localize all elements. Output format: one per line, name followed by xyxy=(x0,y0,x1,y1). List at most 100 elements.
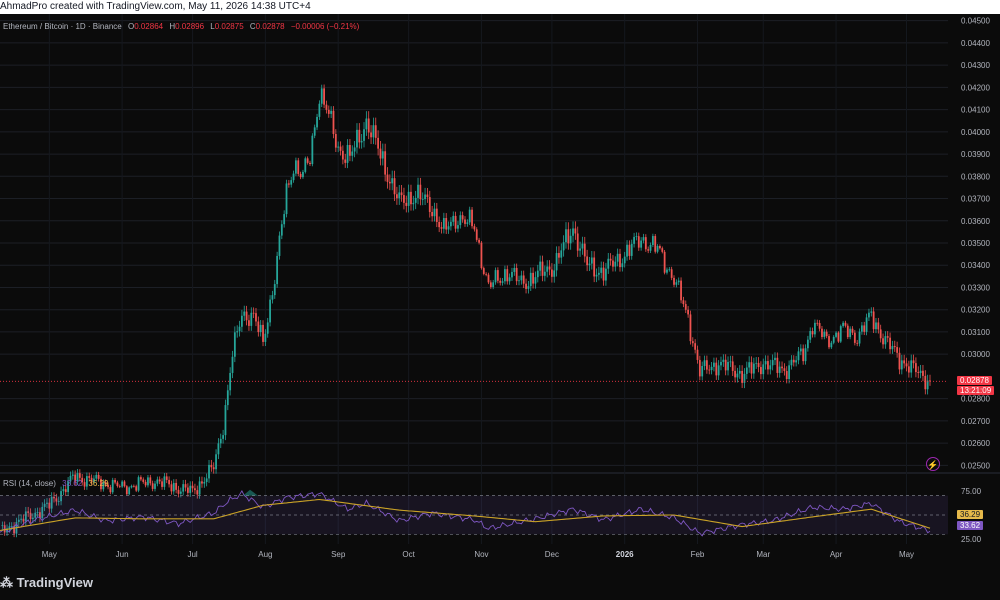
chart-canvas[interactable]: 0.04500 0.04400 0.04300 0.04200 0.04100 0.040… xyxy=(0,14,1000,572)
candle-body xyxy=(201,481,203,484)
candle-body xyxy=(325,104,328,110)
candle-body xyxy=(832,336,835,343)
candle-body xyxy=(828,336,830,348)
rsi-axis-label: 25.00 xyxy=(961,535,982,544)
candle-body xyxy=(304,158,307,172)
candle-body xyxy=(727,361,729,371)
price-axis-label: 0.04000 xyxy=(961,128,990,137)
candle-body xyxy=(97,474,100,479)
candle-body xyxy=(356,129,358,148)
rsi-line xyxy=(0,489,931,537)
candle-body xyxy=(74,474,77,482)
symbol-name[interactable]: Ethereum / Bitcoin · 1D · Binance xyxy=(3,22,122,31)
candle-body xyxy=(673,277,675,285)
candle-body xyxy=(149,477,152,484)
candle-body xyxy=(29,512,32,520)
candle-body xyxy=(506,269,509,282)
candle-body xyxy=(140,477,142,480)
time-axis-label: Jul xyxy=(187,550,197,559)
candle-body xyxy=(748,362,751,368)
candle-body xyxy=(384,151,387,175)
candle-body xyxy=(182,484,185,492)
candle-body xyxy=(792,359,795,363)
candle-body xyxy=(752,363,755,374)
candle-body xyxy=(809,331,812,340)
candle-body xyxy=(259,324,262,333)
candle-body xyxy=(34,512,37,518)
rsi-label[interactable]: RSI (14, close) xyxy=(3,479,56,488)
candle-body xyxy=(581,243,584,249)
candle-body xyxy=(104,482,107,485)
price-axis-label: 0.03700 xyxy=(961,195,990,204)
symbol-legend: Ethereum / Bitcoin · 1D · Binance O0.028… xyxy=(3,22,359,31)
candle-body xyxy=(666,269,668,273)
candle-body xyxy=(43,503,46,507)
candle-body xyxy=(835,332,837,337)
candle-body xyxy=(750,362,753,374)
candle-body xyxy=(628,244,631,256)
candle-body xyxy=(107,484,109,488)
time-axis-label: Mar xyxy=(756,550,770,559)
candle-body xyxy=(269,299,271,323)
candle-body xyxy=(161,481,163,487)
candle-body xyxy=(534,277,537,284)
candle-body xyxy=(240,315,243,327)
high-value: 0.02896 xyxy=(175,22,205,31)
tradingview-logo[interactable]: ⁂ TradingView xyxy=(0,575,93,591)
chart-area[interactable]: 0.04500 0.04400 0.04300 0.04200 0.04100 0.040… xyxy=(0,14,1000,572)
candle-body xyxy=(520,275,523,281)
lightning-icon[interactable]: ⚡ xyxy=(926,457,940,471)
candle-body xyxy=(186,487,189,493)
candle-body xyxy=(661,248,664,252)
rsi-value-tag: 33.62 xyxy=(957,521,984,530)
candle-body xyxy=(346,144,349,163)
candle-body xyxy=(179,491,182,494)
candle-body xyxy=(163,476,166,487)
candle-body xyxy=(198,481,201,495)
candle-body xyxy=(238,326,241,332)
time-axis-label: Dec xyxy=(545,550,559,559)
candle-body xyxy=(39,512,41,519)
candle-body xyxy=(191,485,194,489)
candle-body xyxy=(447,226,450,230)
candle-body xyxy=(403,195,405,203)
candle-body xyxy=(565,229,567,243)
candle-body xyxy=(633,236,635,244)
candle-body xyxy=(860,325,863,332)
candle-body xyxy=(330,110,333,114)
candle-body xyxy=(590,257,593,264)
candle-body xyxy=(511,271,513,278)
rsi-value: 33.62 xyxy=(62,479,83,488)
candle-body xyxy=(114,479,116,483)
candle-body xyxy=(583,243,586,257)
candle-body xyxy=(907,366,910,373)
candle-body xyxy=(125,486,128,495)
candle-body xyxy=(663,251,666,273)
candle-body xyxy=(297,160,300,174)
candle-body xyxy=(377,137,380,149)
candle-body xyxy=(896,347,899,353)
candle-body xyxy=(572,228,574,236)
candle-body xyxy=(738,370,741,374)
candle-body xyxy=(55,498,58,502)
candle-body xyxy=(529,272,532,287)
candle-body xyxy=(891,346,894,350)
candle-body xyxy=(550,269,553,277)
candle-body xyxy=(522,275,525,284)
candle-body xyxy=(724,359,727,371)
price-axis-label: 0.04200 xyxy=(961,83,990,92)
candle-body xyxy=(471,209,473,227)
candle-body xyxy=(875,322,877,330)
candle-body xyxy=(332,110,335,134)
candle-body xyxy=(156,479,159,484)
candle-body xyxy=(363,129,365,141)
candle-body xyxy=(635,236,638,238)
candle-body xyxy=(797,351,800,361)
candle-body xyxy=(644,237,647,250)
candle-body xyxy=(24,511,27,522)
candle-body xyxy=(851,328,854,333)
candle-body xyxy=(513,267,516,272)
candle-body xyxy=(783,368,786,372)
candle-body xyxy=(621,263,624,268)
candle-body xyxy=(623,256,626,264)
